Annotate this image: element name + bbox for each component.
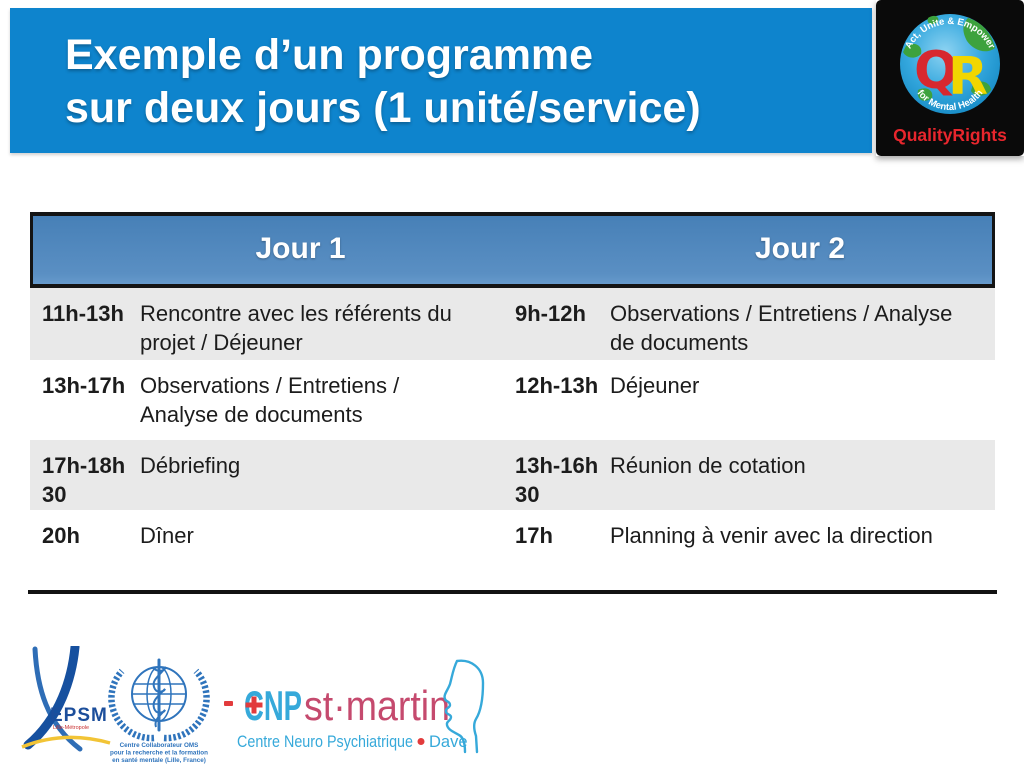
epsm-wordmark: EPSM bbox=[50, 705, 108, 726]
epsm-stroke-icon bbox=[23, 646, 80, 750]
schedule-table-header: Jour 1 Jour 2 bbox=[30, 212, 995, 288]
qr-letter-q: Q bbox=[914, 41, 958, 101]
who-caption-line3: en santé mentale (Lille, France) bbox=[112, 757, 206, 764]
cnp-logo-icon: CNP st·martin Centre Neuro Psychiatrique… bbox=[224, 659, 485, 754]
epsm-subtext: Lille-Métropole bbox=[53, 725, 89, 731]
cnp-face-profile-icon bbox=[443, 659, 485, 754]
who-caption-line2: pour la recherche et la formation bbox=[110, 750, 208, 757]
table-row: 11h-13h Rencontre avec les référents du … bbox=[30, 288, 995, 360]
cnp-cross-icon bbox=[245, 696, 263, 714]
cnp-location: Dave bbox=[429, 733, 468, 751]
day2-time: 9h-12h bbox=[515, 301, 586, 326]
slide-title-line1: Exemple d’un programme bbox=[65, 31, 594, 79]
cnp-bullet-icon bbox=[417, 738, 425, 745]
day2-activity: Déjeuner bbox=[610, 373, 700, 398]
day1-activity: Rencontre avec les référents du projet /… bbox=[140, 301, 452, 355]
day1-activity: Débriefing bbox=[140, 453, 241, 478]
day1-time: 20h bbox=[42, 523, 80, 548]
qr-letter-r: R bbox=[948, 47, 988, 107]
slide-title-line2: sur deux jours (1 unité/service) bbox=[65, 84, 701, 132]
cnp-dash-icon bbox=[224, 701, 233, 706]
footer-divider bbox=[28, 590, 997, 594]
day2-activity: Planning à venir avec la direction bbox=[610, 523, 933, 548]
day2-time: 17h bbox=[515, 523, 553, 548]
cnp-name: st·martin bbox=[304, 682, 450, 729]
who-emblem-icon bbox=[108, 658, 210, 742]
day1-activity: Dîner bbox=[140, 523, 194, 548]
day2-time: 12h-13h bbox=[515, 373, 599, 398]
title-band: Exemple d’un programme sur deux jours (1… bbox=[10, 8, 872, 153]
schedule-table: Jour 1 Jour 2 11h-13h Rencontre avec les… bbox=[30, 212, 995, 578]
day2-activity: Observations / Entretiens / Analyse de d… bbox=[610, 301, 953, 355]
day1-time: 11h-13h bbox=[42, 301, 124, 326]
epsm-stroke-icon bbox=[32, 646, 83, 752]
qualityrights-logo-icon: Q R Act, Unite & Empower for Mental Heal… bbox=[876, 0, 1024, 156]
slide-title: Exemple d’un programme sur deux jours (1… bbox=[65, 29, 872, 135]
who-logo-icon: Centre Collaborateur OMS pour la recherc… bbox=[108, 658, 210, 764]
table-row: 17h-18h 30 Débriefing 13h-16h 30 Réunion… bbox=[30, 440, 995, 510]
column-header-jour1: Jour 1 bbox=[255, 232, 346, 265]
cnp-subtitle: Centre Neuro Psychiatrique bbox=[237, 733, 413, 751]
day2-activity: Réunion de cotation bbox=[610, 453, 806, 478]
column-header-jour2: Jour 2 bbox=[754, 232, 846, 265]
epsm-logo-icon: EPSM Lille-Métropole bbox=[21, 646, 111, 752]
day1-time: 13h-17h bbox=[42, 373, 126, 398]
day1-activity: Observations / Entretiens / Analyse de d… bbox=[140, 373, 400, 427]
who-caption-line1: Centre Collaborateur OMS bbox=[120, 742, 199, 749]
qr-wordmark: QualityRights bbox=[893, 125, 1007, 145]
table-row: 20h Dîner 17h Planning à venir avec la d… bbox=[30, 510, 995, 578]
globe-land-icon bbox=[903, 15, 995, 101]
day2-time: 13h-16h 30 bbox=[515, 453, 599, 507]
table-row: 13h-17h Observations / Entretiens / Anal… bbox=[30, 360, 995, 440]
day1-time: 17h-18h 30 bbox=[42, 453, 126, 507]
epsm-swoosh-icon bbox=[21, 735, 111, 749]
